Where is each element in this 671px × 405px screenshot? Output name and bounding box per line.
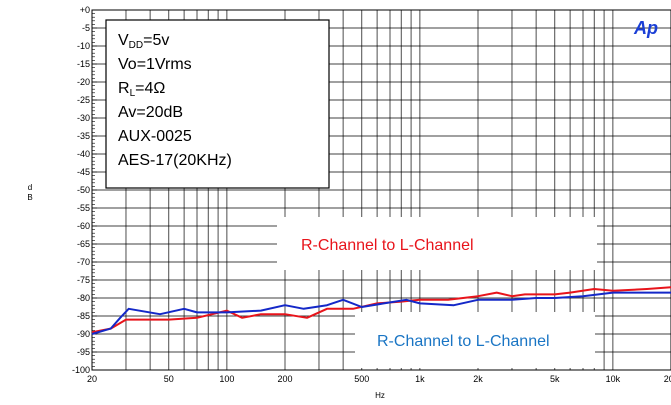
info-line-vo: Vo=1Vrms bbox=[118, 56, 192, 73]
info-box-frame bbox=[105, 19, 330, 189]
y-tick-label: -60 bbox=[77, 221, 90, 231]
y-tick-label: -85 bbox=[77, 311, 90, 321]
y-tick-label: -95 bbox=[77, 347, 90, 357]
y-tick-label: -55 bbox=[77, 203, 90, 213]
y-axis-label-d: d bbox=[28, 183, 32, 192]
info-line-vdd: VDD=5v bbox=[118, 32, 169, 51]
y-tick-label: -35 bbox=[77, 131, 90, 141]
y-tick-label: -25 bbox=[77, 95, 90, 105]
tick-layer: +0 -5 -10 -15 -20 -25 -30 -35 -40 -45 -50 -55 -60 -65… bbox=[72, 5, 671, 384]
y-tick-label: -20 bbox=[77, 77, 90, 87]
y-tick-label: -15 bbox=[77, 59, 90, 69]
annotation-red: R-Channel to L-Channel bbox=[301, 237, 474, 254]
series-layer bbox=[91, 286, 671, 335]
annotation-blue-bg bbox=[355, 312, 595, 368]
x-tick-label: 1k bbox=[415, 374, 425, 384]
y-tick-label: -50 bbox=[77, 185, 90, 195]
y-tick-label: -10 bbox=[77, 41, 90, 51]
y-tick-label: -45 bbox=[77, 167, 90, 177]
x-tick-label: 5k bbox=[550, 374, 560, 384]
y-tick-label: -65 bbox=[77, 239, 90, 249]
info-line-aux: AUX-0025 bbox=[118, 128, 192, 145]
brand-logo: Ap bbox=[633, 18, 658, 38]
x-tick-label: 200 bbox=[277, 374, 292, 384]
annotation-red-bg bbox=[277, 217, 597, 270]
series-line-1 bbox=[91, 291, 671, 335]
info-box: VDD=5v Vo=1Vrms RL=4Ω Av=20dB AUX-0025 A… bbox=[105, 19, 330, 189]
info-line-aes: AES-17(20KHz) bbox=[118, 152, 232, 169]
x-tick-label: 20k bbox=[664, 374, 671, 384]
y-tick-label: -40 bbox=[77, 149, 90, 159]
y-tick-label: -75 bbox=[77, 275, 90, 285]
annotation-blue: R-Channel to L-Channel bbox=[377, 333, 550, 350]
y-tick-label: +0 bbox=[80, 5, 90, 15]
y-axis-label-b: B bbox=[27, 193, 32, 202]
x-tick-label: 500 bbox=[354, 374, 369, 384]
x-tick-label: 100 bbox=[219, 374, 234, 384]
x-tick-label: 50 bbox=[164, 374, 174, 384]
y-tick-label: -80 bbox=[77, 293, 90, 303]
x-tick-label: 2k bbox=[473, 374, 483, 384]
y-tick-label: -70 bbox=[77, 257, 90, 267]
x-tick-label: 20 bbox=[87, 374, 97, 384]
x-axis-label: Hz bbox=[375, 391, 385, 400]
info-line-av: Av=20dB bbox=[118, 104, 183, 121]
info-line-rl: RL=4Ω bbox=[118, 80, 165, 99]
y-tick-label: -5 bbox=[82, 23, 90, 33]
y-tick-label: -100 bbox=[72, 365, 90, 375]
y-tick-label: -90 bbox=[77, 329, 90, 339]
x-tick-label: 10k bbox=[606, 374, 621, 384]
y-tick-label: -30 bbox=[77, 113, 90, 123]
